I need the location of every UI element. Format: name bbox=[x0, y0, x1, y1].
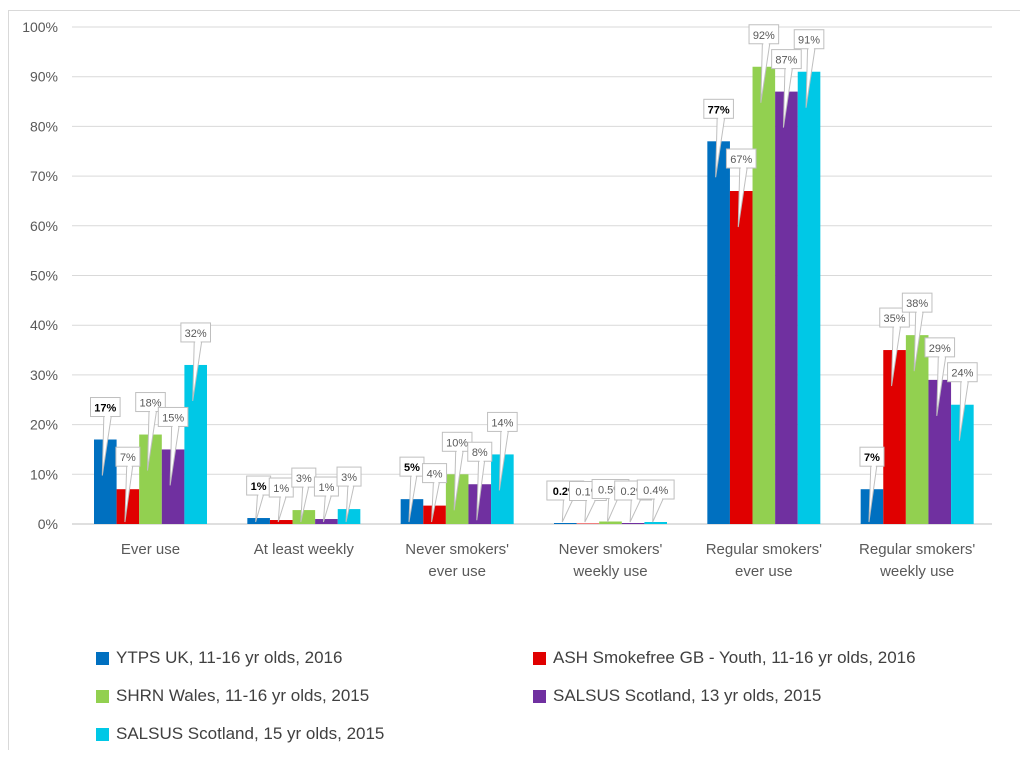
data-label: 1% bbox=[273, 483, 289, 495]
bar bbox=[116, 489, 140, 524]
y-tick-label: 40% bbox=[30, 317, 58, 333]
bar bbox=[400, 499, 424, 524]
data-label: 35% bbox=[884, 313, 906, 325]
data-label-pointer bbox=[584, 500, 597, 523]
x-tick-label: Never smokers' bbox=[405, 541, 509, 558]
data-label: 3% bbox=[341, 472, 357, 484]
data-label-pointer bbox=[277, 496, 287, 523]
data-label-pointer bbox=[255, 494, 265, 523]
data-label: 3% bbox=[296, 473, 312, 485]
bar bbox=[707, 141, 730, 524]
bar bbox=[247, 518, 270, 524]
data-label: 1% bbox=[318, 482, 334, 494]
bar bbox=[94, 439, 117, 524]
data-label: 10% bbox=[446, 437, 468, 449]
data-label: 5% bbox=[404, 462, 420, 474]
bar bbox=[269, 520, 293, 524]
bar bbox=[752, 66, 776, 524]
data-label: 67% bbox=[730, 154, 752, 166]
bar bbox=[621, 523, 645, 524]
bar bbox=[554, 523, 577, 524]
x-tick-label: ever use bbox=[428, 563, 486, 580]
bar bbox=[184, 364, 207, 524]
data-label: 4% bbox=[427, 469, 443, 481]
bar bbox=[139, 434, 162, 524]
x-tick-label: Regular smokers' bbox=[859, 541, 975, 558]
bar bbox=[951, 404, 974, 524]
bar bbox=[315, 519, 338, 524]
data-label: 77% bbox=[708, 104, 730, 116]
bar bbox=[797, 71, 821, 524]
y-tick-label: 0% bbox=[38, 516, 58, 532]
y-tick-label: 70% bbox=[30, 168, 58, 184]
bar bbox=[576, 523, 600, 525]
bar bbox=[292, 510, 316, 524]
bar bbox=[775, 91, 798, 525]
data-label-pointer bbox=[561, 499, 574, 523]
data-label-pointer bbox=[629, 499, 642, 523]
y-tick-label: 60% bbox=[30, 218, 58, 234]
data-label-pointer bbox=[652, 498, 664, 523]
data-label: 91% bbox=[798, 35, 820, 47]
x-tick-label: weekly use bbox=[572, 563, 647, 580]
bar bbox=[445, 474, 469, 524]
y-tick-label: 20% bbox=[30, 417, 58, 433]
data-label: 32% bbox=[185, 328, 207, 340]
x-tick-label: weekly use bbox=[879, 563, 954, 580]
bar bbox=[644, 522, 667, 524]
x-tick-label: ever use bbox=[735, 563, 793, 580]
bar bbox=[928, 379, 952, 524]
x-tick-label: Never smokers' bbox=[559, 541, 663, 558]
data-label: 29% bbox=[929, 343, 951, 355]
bar bbox=[729, 191, 753, 524]
data-label: 1% bbox=[251, 481, 267, 493]
bar bbox=[883, 350, 906, 524]
bar bbox=[860, 489, 884, 524]
data-label: 17% bbox=[94, 403, 116, 415]
bar bbox=[905, 335, 929, 524]
data-label: 8% bbox=[472, 447, 488, 459]
data-label: 92% bbox=[753, 30, 775, 42]
data-label: 24% bbox=[951, 368, 973, 380]
data-label: 7% bbox=[120, 452, 136, 464]
data-label: 15% bbox=[162, 412, 184, 424]
y-tick-label: 10% bbox=[30, 466, 58, 482]
bar bbox=[491, 454, 514, 524]
bar bbox=[423, 505, 446, 524]
data-label: 87% bbox=[775, 55, 797, 67]
data-label: 7% bbox=[864, 452, 880, 464]
data-label: 14% bbox=[491, 417, 513, 429]
x-tick-label: Ever use bbox=[121, 541, 180, 558]
x-tick-label: At least weekly bbox=[254, 541, 355, 558]
bar bbox=[337, 509, 361, 524]
y-tick-label: 100% bbox=[22, 19, 58, 35]
data-label-pointer bbox=[607, 498, 619, 523]
data-label: 18% bbox=[139, 398, 161, 410]
y-tick-label: 30% bbox=[30, 367, 58, 383]
bar bbox=[161, 449, 185, 524]
chart-frame bbox=[8, 10, 1020, 750]
data-label-pointer bbox=[322, 495, 332, 523]
bar bbox=[468, 484, 492, 524]
y-tick-label: 90% bbox=[30, 69, 58, 85]
y-tick-label: 50% bbox=[30, 268, 58, 284]
data-label: 0.4% bbox=[643, 485, 668, 497]
data-label: 38% bbox=[906, 298, 928, 310]
bar bbox=[599, 521, 622, 524]
x-tick-label: Regular smokers' bbox=[706, 541, 822, 558]
y-tick-label: 80% bbox=[30, 118, 58, 134]
